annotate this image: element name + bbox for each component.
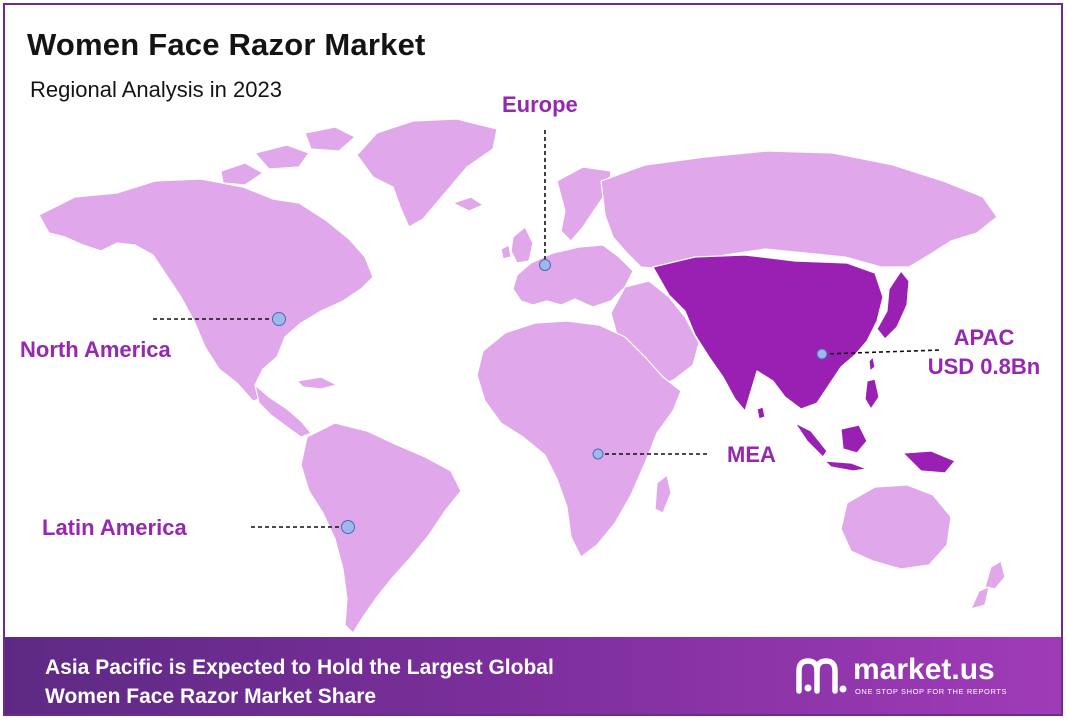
arctic-islands-shape — [254, 144, 310, 170]
russia-shape — [600, 150, 998, 270]
page-subtitle: Regional Analysis in 2023 — [30, 77, 282, 102]
apac-marker — [816, 348, 828, 360]
central-america-shape — [254, 384, 312, 438]
mea-marker — [592, 448, 604, 460]
world-map — [38, 118, 1006, 634]
brand-name: market.us — [853, 653, 995, 686]
brand-logo: market.us ONE STOP SHOP FOR THE REPORTS — [793, 653, 1043, 699]
mea-label: MEA — [727, 442, 776, 467]
apac-mainland-shape — [652, 254, 884, 412]
sumatra-shape — [794, 422, 828, 458]
page-title: Women Face Razor Market — [27, 27, 426, 62]
australia-shape — [840, 484, 952, 570]
apac-value: USD 0.8Bn — [927, 354, 1041, 379]
taiwan-shape — [868, 356, 876, 372]
footer-line-1: Asia Pacific is Expected to Hold the Lar… — [45, 656, 554, 679]
brand-tagline: ONE STOP SHOP FOR THE REPORTS — [855, 687, 1008, 696]
north-america-shape — [38, 178, 374, 402]
sri-lanka-shape — [756, 406, 766, 420]
africa-shape — [476, 320, 682, 558]
market-us-logo-icon — [796, 658, 847, 694]
latin-america-marker — [341, 520, 355, 534]
apac-leader-line — [822, 349, 942, 355]
north-america-marker — [272, 312, 286, 326]
europe-label: Europe — [502, 92, 578, 117]
south-america-shape — [300, 422, 462, 634]
java-shape — [824, 460, 868, 472]
footer-message: Asia Pacific is Expected to Hold the Lar… — [45, 653, 554, 711]
apac-label: APAC — [953, 325, 1015, 350]
infographic-frame: Women Face Razor Market Regional Analysi… — [3, 3, 1063, 716]
japan-shape — [876, 270, 910, 340]
greenland-shape — [356, 118, 498, 228]
footer-line-2: Women Face Razor Market Share — [45, 685, 377, 708]
europe-marker — [539, 259, 551, 271]
borneo-shape — [840, 424, 868, 454]
footer-banner: Asia Pacific is Expected to Hold the Lar… — [5, 637, 1061, 714]
latin-america-label: Latin America — [42, 515, 187, 540]
scandinavia-shape — [556, 166, 612, 242]
apac-label-group: APAC USD 0.8Bn — [919, 323, 1049, 381]
new-guinea-shape — [902, 450, 956, 474]
philippines-shape — [864, 378, 880, 410]
north-america-label: North America — [20, 337, 171, 362]
